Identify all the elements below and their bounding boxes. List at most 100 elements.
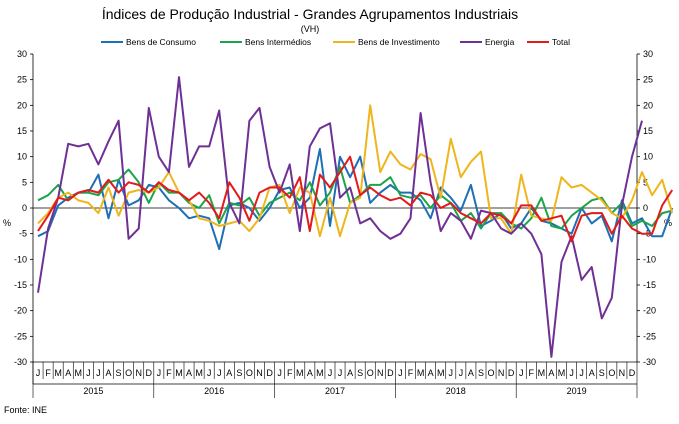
right-tick-label: -25 [643, 331, 656, 341]
month-label: S [599, 368, 605, 378]
legend-label: Bens de Investimento [358, 37, 440, 47]
month-label: J [36, 368, 41, 378]
month-label: A [65, 368, 71, 378]
left-tick-label: 15 [17, 126, 27, 136]
month-label: J [519, 368, 524, 378]
month-label: J [277, 368, 282, 378]
month-label: J [459, 368, 464, 378]
month-label: M [175, 368, 183, 378]
month-label: M [316, 368, 324, 378]
right-tick-label: 20 [643, 100, 653, 110]
month-label: A [589, 368, 595, 378]
month-label: F [45, 368, 51, 378]
month-label: M [538, 368, 546, 378]
month-label: M [417, 368, 425, 378]
right-tick-label: -15 [643, 280, 656, 290]
month-label: J [569, 368, 574, 378]
month-label: S [236, 368, 242, 378]
month-label: A [105, 368, 111, 378]
left-tick-label: -20 [14, 306, 27, 316]
series-lines [37, 76, 674, 358]
left-tick-label: -5 [19, 229, 27, 239]
month-label: N [377, 368, 384, 378]
left-tick-label: -15 [14, 280, 27, 290]
month-label: F [408, 368, 414, 378]
chart-subtitle: (VH) [301, 24, 320, 34]
left-tick-label: -30 [14, 357, 27, 367]
left-tick-label: -10 [14, 254, 27, 264]
right-tick-label: 0 [643, 203, 648, 213]
month-label: M [75, 368, 83, 378]
year-label: 2017 [325, 386, 345, 396]
left-tick-label: 25 [17, 75, 27, 85]
month-label: M [54, 368, 62, 378]
month-label: J [96, 368, 101, 378]
month-label: A [186, 368, 192, 378]
month-label: A [347, 368, 353, 378]
month-label: F [287, 368, 293, 378]
month-label: A [428, 368, 434, 378]
month-label: N [498, 368, 505, 378]
right-tick-label: -20 [643, 306, 656, 316]
legend: Bens de Consumo Bens Intermédios Bens de I… [101, 37, 570, 47]
month-label: D [146, 368, 153, 378]
year-label: 2015 [83, 386, 103, 396]
series-line-bens-de-investimento [37, 104, 674, 238]
right-tick-label: 10 [643, 152, 653, 162]
right-tick-label: 30 [643, 49, 653, 59]
chart-title: Índices de Produção Industrial - Grandes… [102, 6, 518, 22]
month-label: N [135, 368, 142, 378]
left-tick-label: 0 [22, 203, 27, 213]
month-label: S [478, 368, 484, 378]
month-label: N [256, 368, 263, 378]
right-tick-label: -10 [643, 254, 656, 264]
year-label: 2018 [446, 386, 466, 396]
left-tick-label: 5 [22, 177, 27, 187]
left-axis: -30 -25 -20 -15 -10 -5 0 5 10 15 20 25 30 [14, 49, 34, 384]
year-label: 2016 [204, 386, 224, 396]
month-label: J [157, 368, 162, 378]
month-label: M [558, 368, 566, 378]
month-label: S [357, 368, 363, 378]
month-label: J [338, 368, 343, 378]
month-label: A [307, 368, 313, 378]
month-label: O [125, 368, 132, 378]
month-label: A [468, 368, 474, 378]
series-line-total [37, 155, 674, 243]
month-label: J [207, 368, 212, 378]
month-label: S [116, 368, 122, 378]
legend-label: Bens Intermédios [245, 37, 311, 47]
month-label: J [328, 368, 333, 378]
left-unit-label: % [3, 218, 11, 228]
right-unit-label: % [664, 218, 672, 228]
month-label: J [217, 368, 222, 378]
right-tick-label: -30 [643, 357, 656, 367]
left-tick-label: -25 [14, 331, 27, 341]
series-line-bens-intermedios [37, 165, 673, 230]
month-label: F [166, 368, 172, 378]
legend-label: Energia [485, 37, 515, 47]
legend-label: Total [552, 37, 570, 47]
left-tick-label: 20 [17, 100, 27, 110]
month-label: J [398, 368, 403, 378]
month-label: D [629, 368, 636, 378]
month-label: J [86, 368, 91, 378]
month-label: D [508, 368, 515, 378]
month-label: D [387, 368, 394, 378]
month-label: A [226, 368, 232, 378]
source-note: Fonte: INE [4, 405, 47, 415]
legend-label: Bens de Consumo [126, 37, 196, 47]
month-label: O [246, 368, 253, 378]
month-label: M [437, 368, 445, 378]
month-label: A [548, 368, 554, 378]
series-line-energia [37, 76, 643, 358]
month-label: M [296, 368, 304, 378]
month-label: D [266, 368, 273, 378]
month-label: J [449, 368, 454, 378]
left-tick-label: 30 [17, 49, 27, 59]
left-tick-label: 10 [17, 152, 27, 162]
year-label: 2019 [567, 386, 587, 396]
